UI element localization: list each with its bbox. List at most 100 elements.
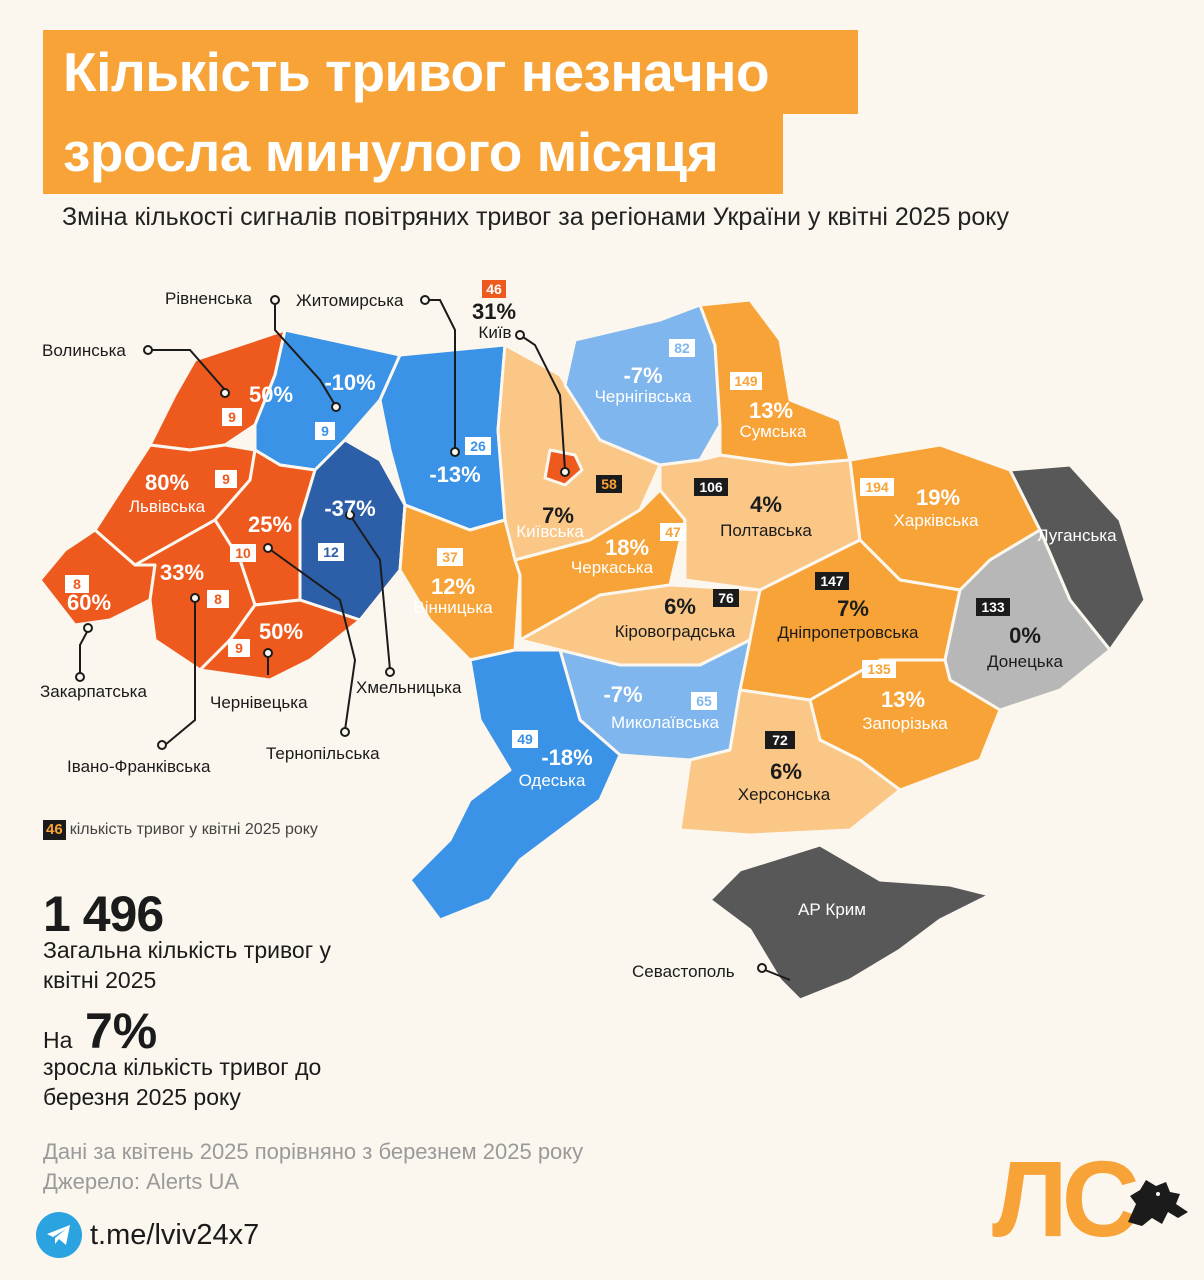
change-kirovohrad: 6% xyxy=(664,594,696,619)
label-sevastopol: Севастополь xyxy=(632,962,735,981)
name-kharkiv: Харківська xyxy=(894,511,979,530)
count-zakarpattia: 8 xyxy=(73,576,81,592)
name-zaporizhzhia: Запорізька xyxy=(862,714,948,733)
name-kyiv-oblast: Київська xyxy=(516,522,584,541)
name-kirovohrad: Кіровоградська xyxy=(615,622,736,641)
name-luhansk: Луганська xyxy=(1037,526,1117,545)
change-kherson: 6% xyxy=(770,759,802,784)
growth-number: 7% xyxy=(85,1003,158,1059)
label-chernivtsi: Чернівецька xyxy=(210,693,308,712)
change-volyn: 50% xyxy=(249,382,293,407)
change-dnipro: 7% xyxy=(837,596,869,621)
region-kherson[interactable] xyxy=(678,688,902,837)
label-ternopil: Тернопільська xyxy=(266,744,380,763)
count-kyiv-city: 46 xyxy=(486,281,502,297)
count-chernihiv: 82 xyxy=(674,340,690,356)
change-donetsk: 0% xyxy=(1009,623,1041,648)
change-kharkiv: 19% xyxy=(916,485,960,510)
count-zaporizhzhia: 135 xyxy=(867,661,891,677)
count-dnipro: 147 xyxy=(820,573,844,589)
count-volyn: 9 xyxy=(228,409,236,425)
telegram-link-text[interactable]: t.me/lviv24x7 xyxy=(90,1218,260,1251)
count-kyiv-oblast: 58 xyxy=(601,476,617,492)
region-crimea[interactable] xyxy=(708,843,992,1002)
count-mykolaiv: 65 xyxy=(696,693,712,709)
change-chernivtsi: 50% xyxy=(259,619,303,644)
label-volyn: Волинська xyxy=(42,341,126,360)
change-ivano-frankivsk: 33% xyxy=(160,560,204,585)
change-cherkasy: 18% xyxy=(605,535,649,560)
lion-icon xyxy=(1128,1180,1188,1226)
name-crimea: АР Крим xyxy=(798,900,866,919)
telegram-icon xyxy=(36,1212,82,1258)
change-mykolaiv: -7% xyxy=(603,682,642,707)
total-alerts-number: 1 496 xyxy=(43,886,164,942)
count-sumy: 149 xyxy=(734,373,758,389)
title-line-1: Кількість тривог незначно xyxy=(43,30,858,114)
count-khmelnytskyi: 12 xyxy=(323,544,339,560)
count-kirovohrad: 76 xyxy=(718,590,734,606)
change-khmelnytskyi: -37% xyxy=(324,496,375,521)
change-chernihiv: -7% xyxy=(623,363,662,388)
region-chernivtsi[interactable] xyxy=(198,598,362,682)
name-poltava: Полтавська xyxy=(720,521,812,540)
change-ternopil: 25% xyxy=(248,512,292,537)
name-kherson: Херсонська xyxy=(738,785,831,804)
count-kharkiv: 194 xyxy=(865,479,889,495)
count-ivano-frankivsk: 8 xyxy=(214,591,222,607)
change-kyiv-city: 31% xyxy=(472,299,516,324)
count-kherson: 72 xyxy=(772,732,788,748)
region-cherkasy[interactable] xyxy=(513,488,687,642)
name-dnipro: Дніпропетровська xyxy=(777,623,919,642)
growth-prefix: На xyxy=(43,1027,73,1053)
telegram-link[interactable]: t.me/lviv24x7 xyxy=(36,1212,259,1258)
count-cherkasy: 47 xyxy=(665,524,681,540)
name-odesa: Одеська xyxy=(519,771,586,790)
change-zhytomyr: -13% xyxy=(429,462,480,487)
logo: ЛС xyxy=(992,1138,1140,1259)
name-donetsk: Донецька xyxy=(987,652,1063,671)
count-badges: 9 9 26 46 58 82 149 9 10 12 37 47 106 19… xyxy=(65,280,1010,749)
change-zakarpattia: 60% xyxy=(67,590,111,615)
name-lviv: Львівська xyxy=(129,497,206,516)
subtitle: Зміна кількості сигналів повітряних трив… xyxy=(62,203,1009,231)
growth-text: зросла кількість тривог до березня 2025 … xyxy=(43,1054,322,1110)
region-odesa[interactable] xyxy=(408,648,622,922)
label-khmelnytskyi: Хмельницька xyxy=(356,678,462,697)
count-poltava: 106 xyxy=(699,479,723,495)
change-vinnytsia: 12% xyxy=(431,574,475,599)
count-lviv: 9 xyxy=(222,471,230,487)
change-zaporizhzhia: 13% xyxy=(881,687,925,712)
label-rivne: Рівненська xyxy=(165,289,253,308)
name-vinnytsia: Вінницька xyxy=(413,598,493,617)
count-ternopil: 10 xyxy=(235,545,251,561)
legend-sample-box: 46 xyxy=(43,820,66,840)
count-vinnytsia: 37 xyxy=(442,549,458,565)
name-sumy: Сумська xyxy=(740,422,807,441)
map-legend: 46 кількість тривог у квітні 2025 року xyxy=(43,820,318,840)
name-cherkasy: Черкаська xyxy=(571,558,654,577)
change-rivne: -10% xyxy=(324,370,375,395)
label-zhytomyr: Житомирська xyxy=(296,291,404,310)
total-alerts-text: Загальна кількість тривог у квітні 2025 xyxy=(43,937,332,993)
change-lviv: 80% xyxy=(145,470,189,495)
name-chernihiv: Чернігівська xyxy=(595,387,692,406)
change-odesa: -18% xyxy=(541,745,592,770)
note-comparison: Дані за квітень 2025 порівняно з березне… xyxy=(43,1139,584,1164)
count-odesa: 49 xyxy=(517,731,533,747)
legend-text: кількість тривог у квітні 2025 року xyxy=(69,821,318,838)
note-source: Джерело: Alerts UA xyxy=(43,1169,240,1194)
change-poltava: 4% xyxy=(750,492,782,517)
name-mykolaiv: Миколаївська xyxy=(611,713,719,732)
name-kyiv-city: Київ xyxy=(478,323,511,342)
count-rivne: 9 xyxy=(321,423,329,439)
count-chernivtsi: 9 xyxy=(235,640,243,656)
count-donetsk: 133 xyxy=(981,599,1005,615)
change-sumy: 13% xyxy=(749,398,793,423)
label-ivano-frankivsk: Івано-Франківська xyxy=(67,757,211,776)
change-kyiv-oblast: 7% xyxy=(542,503,574,528)
count-zhytomyr: 26 xyxy=(470,438,486,454)
label-zakarpattia: Закарпатська xyxy=(40,682,147,701)
title-line-2: зросла минулого місяця xyxy=(43,110,783,194)
